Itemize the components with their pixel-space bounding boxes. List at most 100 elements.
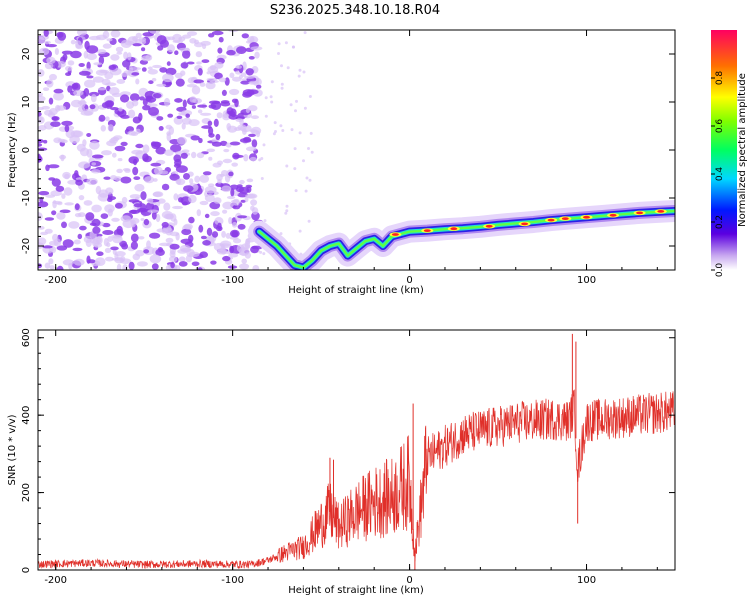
- noise-speck: [151, 77, 157, 82]
- noise-speck: [170, 261, 175, 269]
- noise-speck: [174, 159, 182, 167]
- colorbar-tick-label: 0.4: [715, 167, 725, 182]
- ridge-hotspot-peak: [485, 224, 493, 228]
- noise-speck: [289, 103, 293, 107]
- noise-speck: [79, 98, 86, 108]
- noise-speck: [60, 139, 68, 144]
- noise-speck: [67, 179, 78, 185]
- noise-speck: [156, 83, 167, 87]
- noise-speck: [286, 66, 290, 70]
- noise-speck: [49, 73, 57, 81]
- noise-speck: [197, 104, 208, 108]
- noise-speck: [118, 107, 123, 112]
- noise-speck: [232, 154, 244, 158]
- noise-speck: [284, 211, 288, 215]
- spectrogram-plot-area: [38, 30, 675, 270]
- noise-speck: [241, 33, 249, 39]
- noise-speck: [245, 68, 254, 76]
- noise-speck: [75, 177, 85, 181]
- noise-speck: [197, 267, 203, 270]
- noise-speck: [221, 185, 232, 193]
- noise-speck: [218, 36, 224, 43]
- noise-speck: [161, 221, 169, 228]
- noise-speck: [237, 223, 246, 230]
- noise-speck: [155, 213, 161, 223]
- noise-speck: [105, 116, 110, 122]
- noise-speck: [228, 30, 239, 33]
- noise-speck: [86, 133, 92, 137]
- noise-speck: [141, 55, 151, 62]
- noise-speck: [142, 153, 149, 162]
- noise-speck: [65, 72, 72, 76]
- noise-speck: [176, 136, 187, 145]
- noise-speck: [140, 218, 145, 221]
- noise-speck: [164, 149, 174, 156]
- noise-speck: [102, 230, 114, 235]
- noise-speck: [155, 146, 166, 155]
- noise-speck: [107, 124, 114, 132]
- noise-speck: [61, 193, 66, 199]
- noise-speck: [226, 49, 236, 56]
- noise-speck: [52, 200, 63, 205]
- noise-speck: [236, 46, 247, 54]
- x-tick-label: 100: [577, 575, 596, 586]
- noise-speck: [142, 105, 151, 111]
- ridge-hotspot-peak: [583, 215, 590, 219]
- noise-speck: [165, 237, 174, 243]
- noise-speck: [64, 125, 70, 133]
- noise-speck: [146, 240, 151, 250]
- x-tick-label: -200: [44, 575, 67, 586]
- noise-speck: [156, 116, 164, 121]
- noise-speck: [46, 44, 57, 48]
- noise-speck: [60, 154, 65, 162]
- noise-speck: [90, 94, 97, 103]
- noise-speck: [54, 48, 60, 55]
- noise-speck: [136, 261, 148, 267]
- noise-speck: [120, 176, 132, 184]
- noise-speck: [179, 244, 191, 252]
- noise-speck: [120, 94, 130, 103]
- noise-speck: [48, 258, 54, 265]
- noise-speck: [181, 122, 186, 130]
- noise-speck: [217, 160, 223, 166]
- noise-speck: [84, 79, 96, 88]
- noise-speck: [149, 254, 162, 264]
- noise-speck: [246, 186, 252, 193]
- noise-speck: [220, 101, 231, 107]
- y-tick-label: 200: [21, 483, 32, 502]
- noise-speck: [235, 65, 242, 69]
- noise-speck: [46, 79, 54, 88]
- noise-speck: [206, 148, 216, 153]
- noise-speck: [202, 240, 212, 246]
- noise-speck: [307, 147, 310, 150]
- ridge-hotspot-peak: [657, 210, 665, 213]
- noise-speck: [61, 221, 67, 229]
- noise-speck: [38, 263, 43, 269]
- noise-speck: [198, 224, 204, 233]
- noise-speck: [198, 137, 203, 144]
- noise-speck: [72, 247, 83, 252]
- noise-speck: [56, 245, 68, 251]
- noise-speck: [44, 262, 51, 269]
- noise-speck: [293, 167, 297, 171]
- colorbar-gradient: [711, 30, 737, 270]
- noise-speck: [158, 170, 169, 175]
- noise-speck: [62, 171, 71, 179]
- noise-speck: [107, 236, 113, 242]
- ridge-hotspot-peak: [423, 229, 431, 233]
- ridge-hotspot-peak: [391, 233, 399, 236]
- noise-speck: [241, 258, 247, 264]
- noise-speck: [102, 30, 110, 39]
- noise-speck: [204, 213, 210, 219]
- noise-speck: [128, 156, 139, 164]
- noise-speck: [239, 179, 245, 185]
- noise-speck: [252, 265, 260, 270]
- noise-speck: [188, 251, 200, 257]
- noise-speck: [42, 245, 53, 249]
- noise-speck: [93, 62, 103, 66]
- noise-speck: [180, 152, 188, 159]
- noise-speck: [272, 132, 276, 136]
- noise-speck: [182, 99, 187, 108]
- colorbar-tick-label: 0.6: [715, 119, 725, 134]
